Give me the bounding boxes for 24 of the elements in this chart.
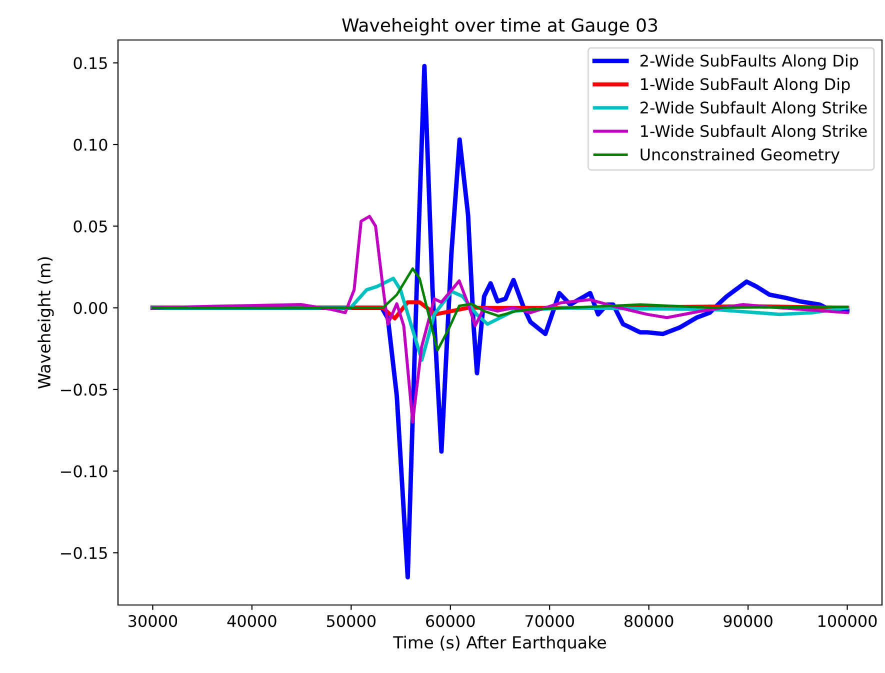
legend-label: 1-Wide SubFault Along Dip — [641, 78, 850, 94]
x-tick-label: 30000 — [128, 615, 178, 628]
x-tick-label: 60000 — [426, 615, 475, 628]
y-tick-label: 0.10 — [74, 138, 108, 151]
x-tick-label: 40000 — [227, 615, 276, 628]
y-tick-label: −0.05 — [61, 384, 107, 396]
chart-title: Waveheight over time at Gauge 03 — [342, 18, 658, 36]
line-series — [151, 267, 849, 352]
x-tick-label: 90000 — [724, 615, 772, 628]
x-axis-title: Time (s) After Earthquake — [393, 636, 606, 652]
legend-label: 1-Wide Subfault Along Strike — [641, 124, 867, 140]
legend-label: 2-Wide SubFaults Along Dip — [640, 54, 858, 70]
x-tick-label: 100000 — [818, 615, 877, 628]
legend-label: 2-Wide Subfault Along Strike — [640, 101, 867, 117]
legend-label: Unconstrained Geometry — [640, 148, 840, 164]
x-tick-label: 70000 — [526, 615, 574, 628]
y-tick-label: 0.00 — [74, 302, 108, 314]
x-tick-label: 80000 — [624, 615, 674, 628]
y-tick-label: −0.10 — [61, 465, 108, 478]
y-axis-title: Waveheight (m) — [38, 257, 54, 389]
y-tick-label: 0.05 — [74, 220, 107, 232]
x-tick-label: 50000 — [326, 615, 376, 628]
y-tick-label: 0.15 — [74, 57, 107, 70]
y-tick-label: −0.15 — [61, 546, 107, 560]
